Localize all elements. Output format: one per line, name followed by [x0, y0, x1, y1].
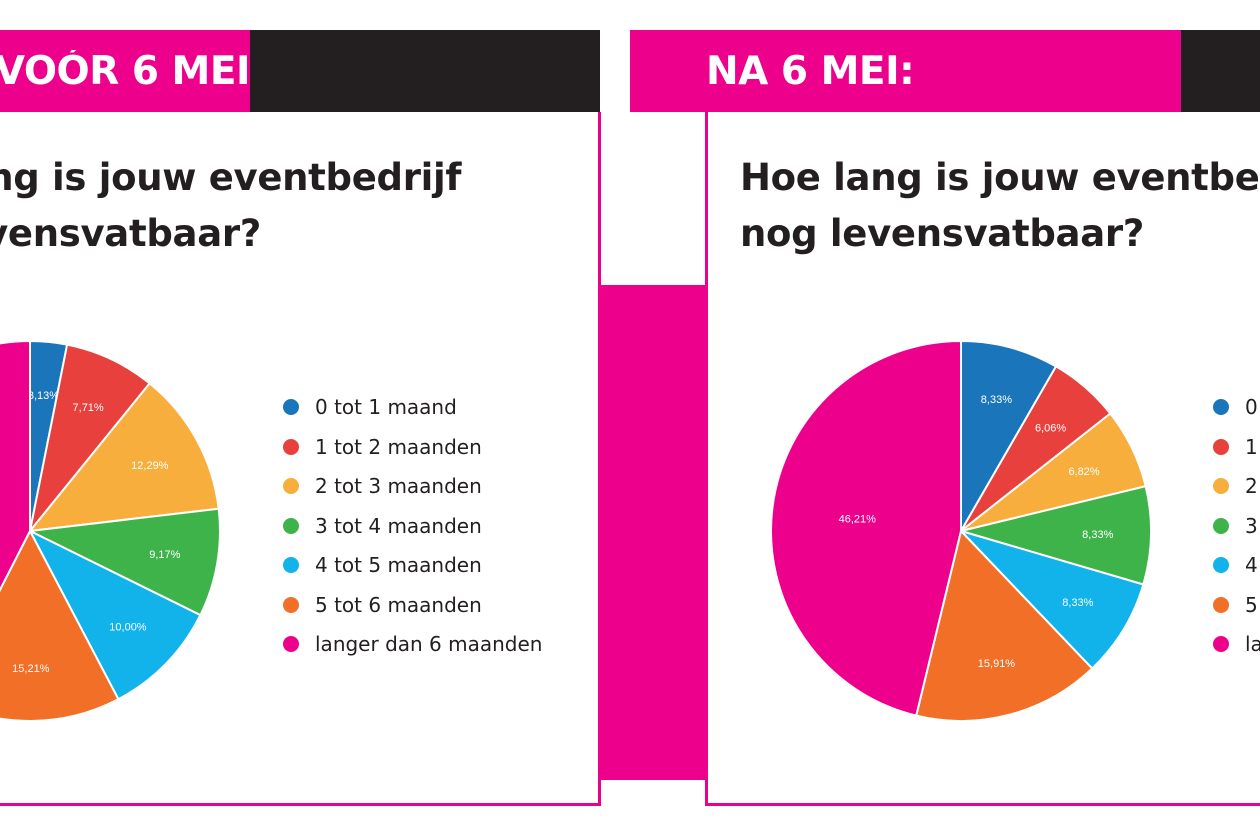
pie-slice-2	[29, 343, 152, 532]
pie-slice-4	[957, 484, 1152, 586]
pie-slice-6	[915, 528, 1094, 722]
slice-data-label: 7,71%	[73, 402, 104, 414]
legend-before: 0 tot 1 maand 1 tot 2 maanden 2 tot 3 maan…	[283, 395, 583, 665]
pie-chart-after: 8,33% 6,06% 6,82% 8,33% 8,33% 15,91% 46,21%	[770, 339, 1152, 722]
legend-label: 0 tot 1 maand	[315, 395, 457, 419]
pie-slice-5	[27, 528, 202, 701]
legend-dot-icon	[283, 636, 299, 652]
pie-slice-1	[960, 339, 1058, 535]
question-before-line1: Hoe lang is jouw eventbedrijf	[0, 156, 462, 199]
question-after-line2: nog levensvatbaar?	[740, 212, 1144, 255]
legend-label: 4 tot 5 maanden	[1245, 553, 1260, 577]
question-after-line1: Hoe lang is jouw eventbe	[740, 156, 1260, 199]
slice-data-label: 15,21%	[12, 663, 50, 675]
legend-label: 1 tot 2 maanden	[315, 434, 482, 459]
legend-dot-icon	[283, 517, 299, 534]
slice-data-label: 6,82%	[1068, 466, 1099, 478]
legend-label: 0 tot 1 maand	[1245, 395, 1260, 419]
legend-dot-icon	[1213, 438, 1229, 455]
banner-after-dark-bar	[1181, 30, 1260, 112]
question-before: Hoe lang is jouw eventbedrijf nog levens…	[0, 150, 600, 262]
pie-slice-6	[0, 528, 120, 722]
slice-data-label: 15,91%	[978, 658, 1016, 670]
question-after: Hoe lang is jouw eventbe nog levensvatba…	[740, 150, 1260, 262]
slice-data-label: 8,33%	[1082, 529, 1113, 541]
pie-slice-7	[0, 339, 31, 592]
banner-before-dark-bar	[250, 30, 600, 112]
legend-dot-icon	[283, 557, 299, 573]
legend-dot-icon	[283, 596, 299, 613]
pie-slice-3	[27, 381, 220, 533]
legend-label: 3 tot 4 maanden	[315, 513, 482, 538]
slice-data-label: 3,13%	[28, 390, 59, 402]
banner-after-text: NA 6 MEI:	[706, 49, 915, 94]
pie-slice-5	[957, 528, 1145, 670]
slice-data-label: 8,33%	[1062, 597, 1093, 609]
slice-data-label: 9,17%	[149, 549, 180, 561]
question-before-line2: nog levensvatbaar?	[0, 212, 261, 255]
slice-data-label: 12,29%	[131, 460, 169, 472]
legend-dot-icon	[1213, 557, 1229, 573]
pie-slice-4	[26, 507, 221, 617]
banner-before	[0, 30, 250, 112]
legend-dot-icon	[1213, 478, 1229, 494]
pie-slice-7	[770, 339, 962, 717]
legend-label: 1 tot 2 maanden	[1245, 434, 1260, 459]
slice-data-label: 6,06%	[1035, 423, 1066, 435]
pink-connector-block	[600, 285, 705, 780]
banner-before-text: VOÓR 6 MEI	[0, 50, 250, 94]
slice-data-label: 10,00%	[109, 622, 147, 634]
legend-dot-icon	[283, 478, 299, 494]
pie-chart-before: 3,13% 7,71% 12,29% 9,17% 10,00% 15,21%	[0, 339, 221, 722]
legend-label: 3 tot 4 maanden	[1245, 513, 1260, 538]
legend-dot-icon	[283, 399, 299, 415]
legend-label: 5 tot 6 maanden	[1245, 592, 1260, 617]
legend-label: langer dan 6 maanden	[1245, 632, 1260, 656]
legend-dot-icon	[1213, 596, 1229, 613]
legend-label: 2 tot 3 maanden	[1245, 474, 1260, 498]
legend-label: langer dan 6 maanden	[315, 632, 543, 656]
slice-data-label: 46,21%	[839, 514, 877, 526]
legend-dot-icon	[1213, 636, 1229, 652]
legend-after: 0 tot 1 maand 1 tot 2 maanden 2 tot 3 maan…	[1213, 395, 1260, 665]
legend-label: 5 tot 6 maanden	[315, 592, 482, 617]
banner-after	[630, 30, 1181, 112]
legend-dot-icon	[1213, 399, 1229, 415]
slice-data-label: 8,33%	[981, 394, 1012, 406]
legend-dot-icon	[283, 438, 299, 455]
legend-dot-icon	[1213, 517, 1229, 534]
legend-label: 4 tot 5 maanden	[315, 553, 482, 577]
legend-label: 2 tot 3 maanden	[315, 474, 482, 498]
